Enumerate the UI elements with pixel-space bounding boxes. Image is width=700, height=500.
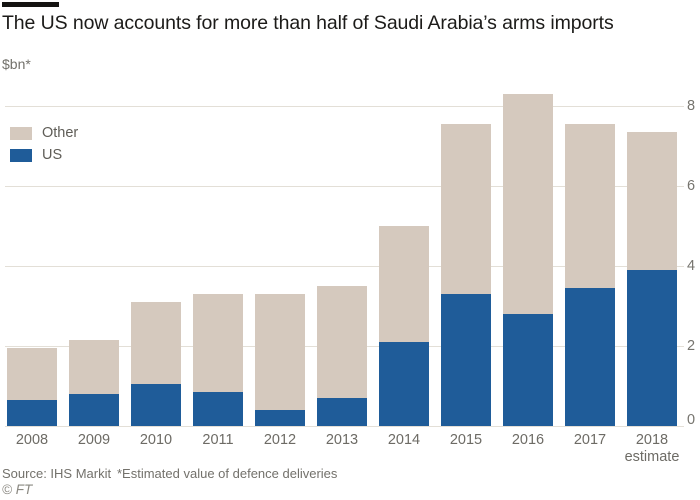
x-axis-label-2010: 2010 [139, 432, 173, 448]
bar-segment-us-2016 [503, 314, 553, 426]
y-axis-tick-label-2: 2 [687, 338, 696, 354]
chart-units-label: $bn* [2, 56, 31, 72]
x-axis-label-2012: 2012 [263, 432, 297, 448]
x-axis-label-2009: 2009 [77, 432, 111, 448]
x-axis-label-2011: 2011 [202, 432, 234, 448]
bar-segment-other-2018 [627, 132, 677, 270]
y-axis-tick-label-0: 0 [687, 412, 696, 428]
bar-segment-other-2008 [7, 348, 57, 400]
bar-segment-us-2010 [131, 384, 181, 426]
chart-legend: Other US [10, 125, 78, 169]
ft-top-rule [2, 2, 59, 7]
bar-segment-other-2011 [193, 294, 243, 392]
x-axis-label-2013: 2013 [325, 432, 359, 448]
bar-segment-us-2014 [379, 342, 429, 426]
x-axis-label-2018: 2018 [635, 432, 669, 448]
x-axis-label-2015: 2015 [449, 432, 483, 448]
y-axis-tick-label-4: 4 [687, 258, 696, 274]
legend-swatch-us [10, 148, 32, 162]
bar-segment-us-2011 [193, 392, 243, 426]
bar-2014 [379, 226, 429, 426]
footnote-label: *Estimated value of defence deliveries [117, 466, 338, 481]
bar-2013 [317, 286, 367, 426]
bar-segment-us-2008 [7, 400, 57, 426]
bar-segment-other-2010 [131, 302, 181, 384]
x-axis-label-2016: 2016 [511, 432, 545, 448]
bar-2012 [255, 294, 305, 426]
legend-item-us: US [10, 147, 78, 163]
gridline-0 [5, 425, 684, 427]
bar-segment-other-2016 [503, 94, 553, 314]
bar-2017 [565, 124, 615, 426]
bar-segment-other-2012 [255, 294, 305, 410]
bar-2016 [503, 94, 553, 426]
legend-item-other: Other [10, 125, 78, 141]
bar-2010 [131, 302, 181, 426]
plot-area: 0 2 4 6 8 2008 2009 2010 2011 2012 2013 2014 2015 201… [0, 90, 700, 465]
ft-copyright: © FT [2, 482, 33, 497]
gridline-8 [5, 105, 684, 107]
x-axis-label-2017: 2017 [573, 432, 607, 448]
bar-segment-us-2017 [565, 288, 615, 426]
bar-2011 [193, 294, 243, 426]
bar-2015 [441, 124, 491, 426]
source-label: Source: IHS Markit [2, 466, 112, 481]
legend-swatch-other [10, 126, 32, 140]
bar-segment-other-2015 [441, 124, 491, 294]
bar-2008 [7, 348, 57, 426]
x-axis-label-2014: 2014 [387, 432, 421, 448]
y-axis-tick-label-6: 6 [687, 178, 696, 194]
gridline-6 [5, 185, 684, 187]
x-axis-sublabel-2018: estimate [624, 449, 680, 465]
x-axis-label-2008: 2008 [15, 432, 49, 448]
bar-segment-us-2015 [441, 294, 491, 426]
bar-2009 [69, 340, 119, 426]
bar-segment-other-2017 [565, 124, 615, 288]
bar-segment-us-2012 [255, 410, 305, 426]
legend-label-us: US [42, 147, 63, 163]
bar-segment-us-2009 [69, 394, 119, 426]
bar-segment-us-2013 [317, 398, 367, 426]
legend-label-other: Other [42, 125, 79, 141]
chart-title: The US now accounts for more than half o… [2, 12, 614, 34]
bar-segment-other-2009 [69, 340, 119, 394]
gridline-4 [5, 265, 684, 267]
bar-segment-us-2018 [627, 270, 677, 426]
bar-segment-other-2014 [379, 226, 429, 342]
bar-segment-other-2013 [317, 286, 367, 398]
bar-2018 [627, 132, 677, 426]
y-axis-tick-label-8: 8 [687, 98, 696, 114]
